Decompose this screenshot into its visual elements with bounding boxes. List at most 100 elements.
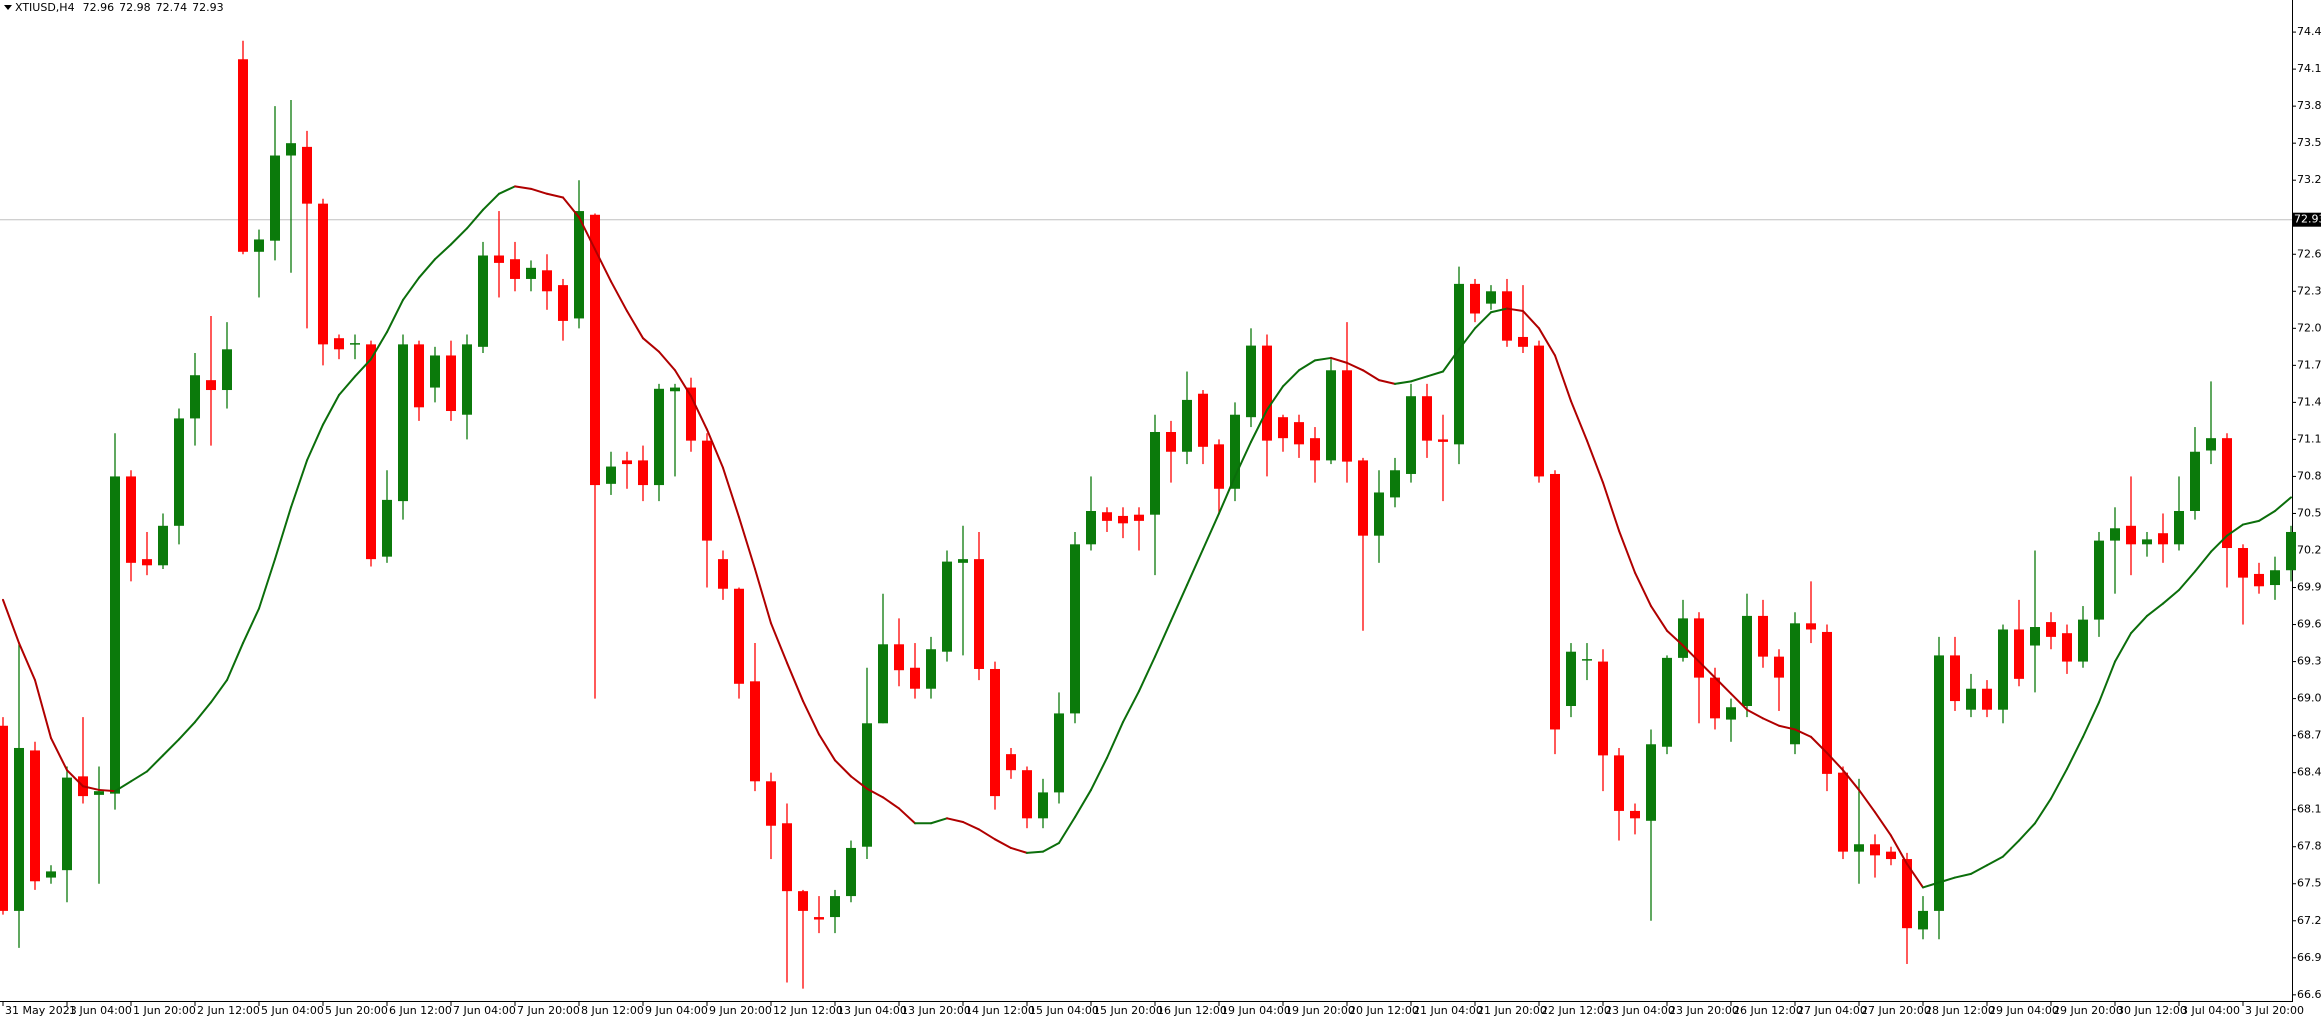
x-tick-label: 3 Jul 04:00: [2181, 1004, 2240, 1017]
moving-average-segment: [2226, 523, 2244, 537]
x-tick-label: 27 Jun 20:00: [1861, 1004, 1931, 1017]
candle-body: [2270, 570, 2280, 586]
candle-body: [1566, 651, 1576, 707]
y-tick-label: 69.95: [2297, 581, 2321, 594]
y-tick-label: 72.35: [2297, 284, 2321, 297]
moving-average-segment: [50, 737, 68, 772]
moving-average-segment: [994, 838, 1012, 849]
candle-body: [2158, 533, 2168, 545]
moving-average-segment: [722, 466, 740, 519]
candle-body: [1998, 629, 2008, 710]
candle-body: [2142, 539, 2152, 545]
candle-body: [142, 559, 152, 566]
moving-average-segment: [1538, 327, 1556, 357]
candle-body: [1886, 851, 1896, 860]
y-tick-label: 68.15: [2297, 803, 2321, 816]
moving-average-segment: [1570, 400, 1588, 442]
candle-body: [734, 588, 744, 684]
candle-body: [702, 440, 712, 541]
candle-body: [1790, 623, 1800, 745]
candle-body: [158, 525, 168, 566]
moving-average-segment: [1858, 788, 1876, 814]
y-tick-label: 73.55: [2297, 136, 2321, 149]
ohlc-info-value: 72.93: [192, 1, 224, 14]
candle-body: [1374, 492, 1384, 536]
candle-body: [126, 476, 136, 563]
x-tick-label: 29 Jun 04:00: [1989, 1004, 2059, 1017]
candle-body: [510, 259, 520, 279]
candle-body: [1950, 655, 1960, 702]
x-tick-label: 14 Jun 12:00: [965, 1004, 1035, 1017]
moving-average-segment: [594, 248, 612, 283]
candle-body: [462, 344, 472, 415]
candle-body: [318, 203, 328, 345]
moving-average-segment: [1250, 408, 1268, 443]
candle-body: [0, 725, 8, 911]
moving-average-segment: [226, 642, 244, 682]
candle-body: [2206, 438, 2216, 451]
x-tick-label: 13 Jun 04:00: [837, 1004, 907, 1017]
moving-average-segment: [1058, 816, 1076, 845]
ohlc-info-value: 72.74: [156, 1, 188, 14]
moving-average-segment: [1298, 359, 1316, 372]
moving-average-segment: [2242, 519, 2260, 526]
moving-average-segment: [402, 276, 420, 301]
y-tick-label: 69.35: [2297, 655, 2321, 668]
x-tick-label: 29 Jun 20:00: [2053, 1004, 2123, 1017]
dropdown-icon[interactable]: [4, 5, 12, 10]
candle-body: [814, 917, 824, 920]
x-tick-label: 23 Jun 04:00: [1605, 1004, 1675, 1017]
candle-body: [878, 644, 888, 724]
candle-body: [638, 460, 648, 486]
candle-body: [1182, 399, 1192, 452]
candle-body: [238, 59, 248, 252]
moving-average-segment: [1522, 310, 1540, 330]
moving-average-segment: [178, 721, 196, 741]
candle-body: [1614, 755, 1624, 811]
moving-average-segment: [1394, 380, 1412, 385]
candle-body: [334, 338, 344, 350]
candle-body: [1966, 688, 1976, 710]
moving-average-segment: [738, 516, 756, 571]
y-tick-label: 68.75: [2297, 729, 2321, 742]
moving-average-segment: [930, 817, 948, 825]
moving-average-segment: [2, 598, 20, 645]
candle-body: [1534, 345, 1544, 477]
moving-average-segment: [1106, 721, 1124, 759]
candle-body: [750, 681, 760, 782]
candle-body: [2286, 531, 2296, 571]
candle-body: [1630, 810, 1640, 819]
candle-body: [1470, 283, 1480, 314]
candle-body: [1198, 393, 1208, 447]
moving-average-segment: [578, 216, 596, 251]
candle-body: [622, 460, 632, 465]
moving-average-segment: [1890, 834, 1908, 865]
moving-average-segment: [962, 821, 980, 831]
moving-average-segment: [1762, 717, 1780, 727]
candle-body: [366, 344, 376, 560]
moving-average-segment: [1234, 440, 1252, 478]
candle-body: [1310, 438, 1320, 461]
plot: 74.45 74.15 73.85 73.55 73.25 72.65 72.35 72.05…: [0, 25, 2321, 1017]
candle-body: [1838, 772, 1848, 852]
moving-average-segment: [898, 807, 916, 825]
moving-average-segment: [1346, 361, 1364, 372]
candle-body: [1454, 283, 1464, 445]
moving-average-segment: [1714, 676, 1732, 695]
y-tick-label: 74.45: [2297, 25, 2321, 38]
candle-body: [670, 387, 680, 392]
y-tick-label: 66.65: [2297, 988, 2321, 1001]
moving-average-segment: [162, 738, 180, 757]
moving-average-segment: [1490, 307, 1508, 314]
moving-average-segment: [1378, 379, 1396, 385]
x-tick-label: 8 Jun 12:00: [581, 1004, 644, 1017]
candle-body: [830, 896, 840, 918]
moving-average-segment: [1730, 692, 1748, 711]
candle-body: [1502, 291, 1512, 341]
moving-average-segment: [1554, 354, 1572, 403]
moving-average-segment: [2130, 614, 2148, 635]
candle-body: [2254, 573, 2264, 587]
x-tick-label: 12 Jun 12:00: [773, 1004, 843, 1017]
candle-body: [590, 214, 600, 486]
